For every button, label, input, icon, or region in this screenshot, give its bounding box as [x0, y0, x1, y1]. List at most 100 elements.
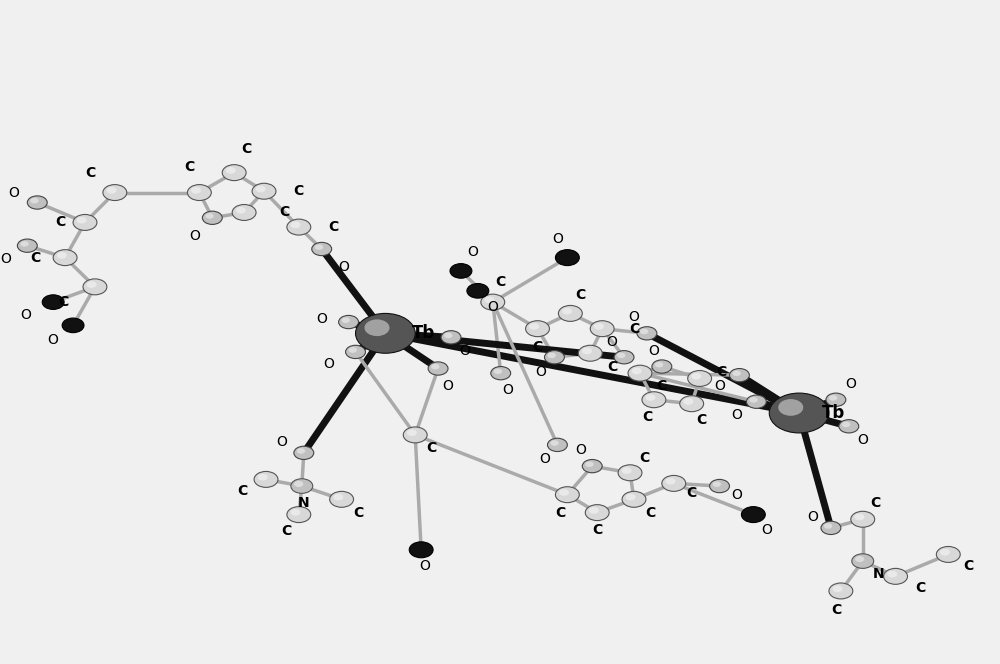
Text: O: O: [323, 357, 334, 371]
Circle shape: [450, 264, 472, 278]
Text: N: N: [298, 496, 310, 511]
Circle shape: [83, 279, 107, 295]
Circle shape: [637, 327, 657, 340]
Circle shape: [851, 511, 875, 527]
Circle shape: [491, 367, 511, 380]
Circle shape: [729, 369, 749, 382]
Circle shape: [887, 571, 897, 578]
Circle shape: [662, 475, 686, 491]
Circle shape: [585, 461, 594, 467]
Text: O: O: [857, 432, 868, 447]
Circle shape: [680, 396, 704, 412]
Circle shape: [191, 187, 201, 194]
Circle shape: [290, 509, 301, 516]
Circle shape: [333, 494, 343, 501]
Circle shape: [106, 187, 117, 194]
Circle shape: [829, 583, 853, 599]
Text: O: O: [20, 308, 31, 323]
Circle shape: [236, 207, 246, 214]
Circle shape: [312, 242, 332, 256]
Circle shape: [20, 241, 29, 246]
Text: N: N: [873, 567, 884, 582]
Circle shape: [342, 317, 350, 323]
Text: C: C: [294, 184, 304, 199]
Circle shape: [481, 294, 505, 310]
Circle shape: [884, 568, 908, 584]
Text: O: O: [467, 245, 478, 260]
Circle shape: [688, 371, 712, 386]
Text: C: C: [639, 451, 649, 465]
Text: C: C: [716, 365, 727, 379]
Text: C: C: [645, 505, 655, 520]
Circle shape: [431, 364, 439, 369]
Circle shape: [187, 185, 211, 201]
Circle shape: [555, 250, 579, 266]
Circle shape: [778, 399, 803, 416]
Circle shape: [256, 186, 266, 193]
Circle shape: [826, 393, 846, 406]
Circle shape: [829, 395, 837, 400]
Circle shape: [652, 360, 672, 373]
Circle shape: [349, 347, 357, 353]
Text: C: C: [496, 275, 506, 290]
Text: O: O: [0, 252, 11, 266]
Circle shape: [232, 205, 256, 220]
Text: O: O: [539, 452, 550, 467]
Circle shape: [294, 481, 303, 487]
Circle shape: [441, 331, 461, 344]
Text: O: O: [731, 408, 742, 422]
Text: C: C: [55, 215, 65, 230]
Circle shape: [842, 422, 850, 427]
Text: C: C: [353, 505, 364, 520]
Circle shape: [582, 459, 602, 473]
Text: C: C: [241, 142, 251, 157]
Circle shape: [559, 489, 569, 496]
Text: C: C: [329, 220, 339, 234]
Circle shape: [290, 222, 301, 228]
Circle shape: [713, 481, 721, 487]
Text: C: C: [831, 602, 841, 617]
Text: O: O: [487, 299, 498, 314]
Text: C: C: [58, 295, 68, 309]
Text: O: O: [731, 487, 742, 502]
Circle shape: [226, 167, 236, 174]
Text: O: O: [502, 383, 513, 398]
Text: O: O: [607, 335, 618, 349]
Circle shape: [614, 351, 634, 364]
Circle shape: [769, 393, 829, 433]
Circle shape: [833, 586, 843, 592]
Circle shape: [749, 397, 758, 402]
Text: C: C: [30, 250, 40, 265]
Circle shape: [544, 351, 564, 364]
Text: O: O: [761, 523, 772, 537]
Circle shape: [632, 368, 642, 374]
Text: C: C: [555, 505, 566, 520]
Text: O: O: [552, 232, 563, 246]
Circle shape: [526, 321, 549, 337]
Circle shape: [57, 252, 67, 259]
Circle shape: [407, 430, 417, 436]
Circle shape: [30, 198, 39, 203]
Circle shape: [297, 448, 305, 454]
Circle shape: [364, 319, 390, 336]
Circle shape: [617, 353, 625, 358]
Circle shape: [622, 491, 646, 507]
Circle shape: [855, 556, 864, 562]
Circle shape: [87, 282, 97, 288]
Text: O: O: [443, 379, 453, 394]
Text: C: C: [871, 496, 881, 511]
Circle shape: [409, 542, 433, 558]
Circle shape: [356, 313, 415, 353]
Circle shape: [77, 217, 87, 224]
Circle shape: [741, 507, 765, 523]
Text: O: O: [420, 558, 431, 573]
Text: C: C: [607, 359, 617, 374]
Circle shape: [683, 398, 693, 405]
Circle shape: [594, 323, 604, 330]
Circle shape: [824, 523, 832, 529]
Circle shape: [254, 471, 278, 487]
Text: O: O: [338, 260, 349, 274]
Circle shape: [578, 345, 602, 361]
Circle shape: [547, 438, 567, 452]
Circle shape: [103, 185, 127, 201]
